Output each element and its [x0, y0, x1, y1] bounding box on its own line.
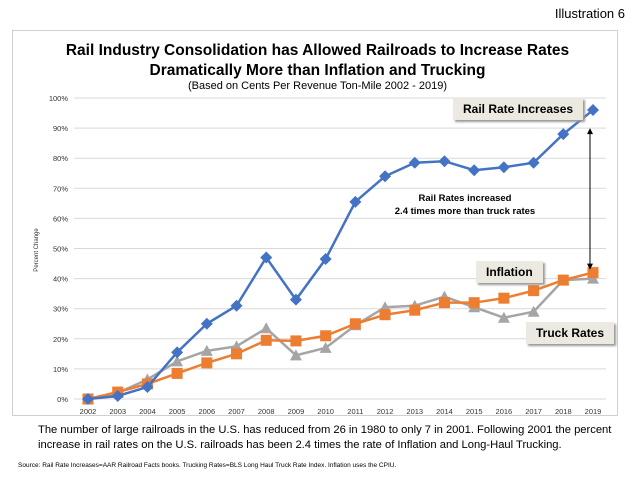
y-tick-label: 30% — [53, 305, 68, 314]
y-tick-label: 80% — [53, 154, 68, 163]
data-point-rail — [497, 161, 510, 174]
data-point-rail — [82, 393, 94, 405]
data-point-rail — [349, 195, 362, 208]
data-point-truck — [289, 349, 302, 361]
data-point-inflation — [320, 330, 332, 342]
data-point-rail — [527, 156, 540, 169]
series-line-triangle — [87, 277, 594, 401]
annotation: Rail Rates increased 2.4 times more than… — [350, 192, 580, 218]
x-tick-label: 2014 — [436, 407, 453, 416]
arrow-head-up — [587, 128, 593, 135]
data-point-rail — [111, 389, 124, 402]
data-point-inflation — [557, 274, 569, 286]
x-tick-label: 2010 — [317, 407, 334, 416]
data-point-inflation — [349, 318, 361, 330]
data-point-rail — [171, 346, 184, 359]
legend-rail: Rail Rate Increases — [453, 98, 584, 120]
x-tick-label: 2019 — [585, 407, 602, 416]
x-tick-label: 2009 — [288, 407, 305, 416]
y-tick-label: 50% — [53, 245, 68, 254]
illustration-label: Illustration 6 — [554, 6, 625, 21]
data-point-truck — [497, 311, 510, 323]
arrow-head-down — [587, 263, 593, 270]
x-tick-label: 2002 — [80, 407, 97, 416]
legend-truck: Truck Rates — [526, 322, 615, 344]
data-point-inflation — [379, 309, 391, 321]
chart-frame — [12, 30, 618, 416]
x-tick-label: 2003 — [109, 407, 126, 416]
x-tick-label: 2013 — [406, 407, 423, 416]
y-tick-label: 20% — [53, 335, 68, 344]
x-tick-label: 2005 — [169, 407, 186, 416]
source-note: Source: Rail Rate Increases=AAR Railroad… — [18, 462, 397, 469]
chart-subtitle: (Based on Cents Per Revenue Ton-Mile 200… — [187, 80, 448, 92]
series-line-diamond — [87, 109, 594, 401]
annotation-line1: Rail Rates increased — [418, 193, 512, 204]
data-point-inflation — [201, 357, 213, 369]
data-point-truck — [319, 341, 332, 353]
data-point-rail — [379, 170, 392, 183]
footnote: The number of large railroads in the U.S… — [38, 424, 612, 451]
y-axis-label: Percent Change — [34, 228, 40, 272]
chart-title: Rail Industry Consolidation has Allowed … — [65, 42, 570, 59]
data-point-rail — [200, 317, 213, 330]
data-point-rail — [587, 104, 599, 117]
legend-inflation: Inflation — [476, 261, 543, 283]
y-tick-label: 60% — [53, 214, 68, 223]
data-point-rail — [230, 299, 243, 312]
data-point-inflation — [587, 267, 599, 279]
data-point-rail — [408, 156, 421, 169]
data-point-inflation — [171, 367, 183, 379]
y-tick-label: 70% — [53, 184, 68, 193]
data-point-truck — [527, 305, 540, 317]
data-point-inflation — [468, 297, 480, 309]
data-point-rail — [438, 155, 451, 168]
y-tick-label: 100% — [49, 94, 69, 103]
data-point-truck — [260, 322, 273, 334]
x-tick-label: 2018 — [555, 407, 572, 416]
x-tick-label: 2016 — [496, 407, 513, 416]
x-tick-label: 2017 — [525, 407, 542, 416]
x-tick-label: 2006 — [198, 407, 215, 416]
x-tick-label: 2012 — [377, 407, 394, 416]
x-tick-label: 2007 — [228, 407, 245, 416]
y-tick-label: 0% — [57, 395, 68, 404]
data-point-inflation — [290, 335, 302, 347]
data-point-rail — [289, 293, 302, 306]
data-point-inflation — [231, 348, 243, 360]
data-point-rail — [468, 164, 481, 177]
y-tick-label: 90% — [53, 124, 68, 133]
x-tick-label: 2008 — [258, 407, 275, 416]
annotation-line2: 2.4 times more than truck rates — [394, 206, 536, 217]
data-point-rail — [557, 128, 570, 141]
y-tick-label: 10% — [53, 365, 68, 374]
data-point-inflation — [528, 285, 540, 297]
data-point-truck — [587, 272, 599, 284]
chart-title-line2: Dramatically More than Inflation and Tru… — [149, 62, 486, 79]
x-tick-label: 2004 — [139, 407, 156, 416]
data-point-rail — [141, 380, 154, 393]
data-point-rail — [319, 253, 332, 266]
data-point-inflation — [498, 292, 510, 304]
data-point-inflation — [409, 304, 421, 316]
y-tick-label: 40% — [53, 275, 68, 284]
x-tick-label: 2011 — [347, 407, 363, 416]
data-point-inflation — [260, 334, 272, 346]
data-point-inflation — [438, 297, 450, 309]
x-tick-label: 2015 — [466, 407, 483, 416]
data-point-rail — [260, 251, 273, 264]
data-point-truck — [200, 344, 213, 356]
data-point-truck — [171, 355, 184, 367]
